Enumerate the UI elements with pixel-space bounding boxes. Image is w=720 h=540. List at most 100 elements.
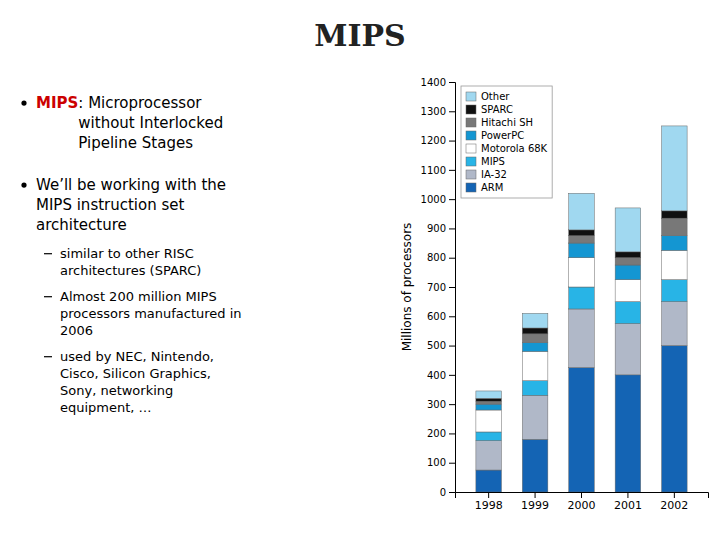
x-tick-label: 1998 <box>475 499 503 512</box>
annotation-line: architecture <box>36 216 127 234</box>
y-tick-mark <box>449 433 455 434</box>
bar <box>615 302 641 324</box>
y-tick: 500 <box>427 340 455 351</box>
y-tick-label: 900 <box>427 223 446 234</box>
y-tick: 0 <box>440 487 455 498</box>
y-tick: 700 <box>427 282 455 293</box>
bar <box>569 193 595 230</box>
title: MIPS <box>314 18 405 53</box>
bar <box>522 334 548 343</box>
y-tick-mark <box>449 346 455 347</box>
bar <box>662 126 688 211</box>
y-axis: 0100200300400500600700800900100011001200… <box>421 77 456 498</box>
text-panel: MIPS: Microprocessorwithout InterlockedP… <box>21 94 241 415</box>
bar-series <box>476 211 687 401</box>
x-tick-mark <box>535 492 536 498</box>
bar <box>476 441 502 470</box>
bar <box>476 404 502 410</box>
y-tick-label: 100 <box>427 457 446 468</box>
y-tick-label: 200 <box>427 428 446 439</box>
legend-label: IA-32 <box>481 169 507 180</box>
y-tick-label: 800 <box>427 252 446 263</box>
y-axis-title: Millions of processors <box>400 223 414 352</box>
y-tick-label: 600 <box>427 311 446 322</box>
bullet <box>21 182 26 187</box>
bar <box>569 230 595 236</box>
sub-bullet <box>44 356 52 357</box>
y-tick-mark <box>449 170 455 171</box>
bar <box>476 470 502 492</box>
bar <box>522 439 548 492</box>
chart-container: MIPSMIPS: Microprocessorwithout Interloc… <box>0 0 720 540</box>
x-tick: 2000 <box>568 492 596 512</box>
y-tick-mark <box>449 375 455 376</box>
plot: 1998 1999 2000 2001 2002 0 100 200 300 400 500 600 7… <box>400 77 709 512</box>
bar-series <box>476 302 687 470</box>
y-tick-mark <box>449 404 455 405</box>
y-tick: 400 <box>427 370 455 381</box>
bar <box>662 346 688 492</box>
y-tick-label: 700 <box>427 282 446 293</box>
bar <box>569 236 595 243</box>
y-tick-mark <box>449 287 455 288</box>
sub-bullet <box>44 296 52 297</box>
chart-svg: MIPSMIPS: Microprocessorwithout Interloc… <box>0 0 720 540</box>
legend: OtherSPARCHitachi SHPowerPCMotorola 68KM… <box>461 86 552 198</box>
annotation-line: used by NEC, Nintendo, <box>60 349 214 364</box>
bar <box>662 211 688 218</box>
bar <box>615 258 641 265</box>
bar <box>476 432 502 441</box>
bar <box>569 368 595 492</box>
x-tick-mark <box>581 492 582 498</box>
annotation-line: similar to other RISC <box>60 246 194 261</box>
bar <box>476 398 502 401</box>
annotation-label: MIPS <box>36 94 78 112</box>
y-tick: 800 <box>427 252 455 263</box>
legend-label: MIPS <box>481 156 505 167</box>
x-tick: 2002 <box>660 492 688 512</box>
y-tick-label: 1100 <box>421 165 446 176</box>
y-tick-label: 500 <box>427 340 446 351</box>
y-tick-label: 1000 <box>421 194 446 205</box>
y-tick-mark <box>449 258 455 259</box>
annotation-line: Pipeline Stages <box>78 134 193 152</box>
y-tick: 300 <box>427 399 455 410</box>
bar <box>522 328 548 334</box>
bar <box>662 302 688 346</box>
annotation-line: MIPS instruction set <box>36 196 185 214</box>
x-axis: 1998 1999 2000 2001 2002 <box>456 492 709 512</box>
x-tick-label: 2000 <box>568 499 596 512</box>
legend-swatch <box>466 170 476 179</box>
bar <box>662 236 688 251</box>
bar <box>522 343 548 352</box>
y-tick-mark <box>449 228 455 229</box>
x-tick: 1999 <box>521 492 549 512</box>
legend-label: ARM <box>481 182 503 193</box>
bullet <box>21 100 26 105</box>
bar-series <box>476 236 687 410</box>
bar-series <box>476 280 687 441</box>
y-tick-label: 300 <box>427 399 446 410</box>
y-tick-label: 1400 <box>421 77 446 88</box>
bar <box>522 381 548 396</box>
y-tick-mark <box>449 141 455 142</box>
bar <box>662 218 688 236</box>
x-tick-label: 2002 <box>660 499 688 512</box>
bar <box>522 395 548 439</box>
y-tick: 600 <box>427 311 455 322</box>
y-axis-line <box>449 83 456 493</box>
legend-swatch <box>466 118 476 127</box>
bar <box>476 391 502 398</box>
x-tick: 1998 <box>475 492 503 512</box>
y-tick-mark <box>449 199 455 200</box>
legend-swatch <box>466 183 476 192</box>
bar <box>662 250 688 279</box>
bar <box>522 313 548 328</box>
legend-swatch <box>466 144 476 153</box>
y-tick-label: 400 <box>427 370 446 381</box>
y-tick: 1000 <box>421 194 455 205</box>
x-tick: 2001 <box>614 492 642 512</box>
legend-label: PowerPC <box>481 130 524 141</box>
y-tick-mark <box>449 82 455 83</box>
annotation-line: without Interlocked <box>78 114 223 132</box>
